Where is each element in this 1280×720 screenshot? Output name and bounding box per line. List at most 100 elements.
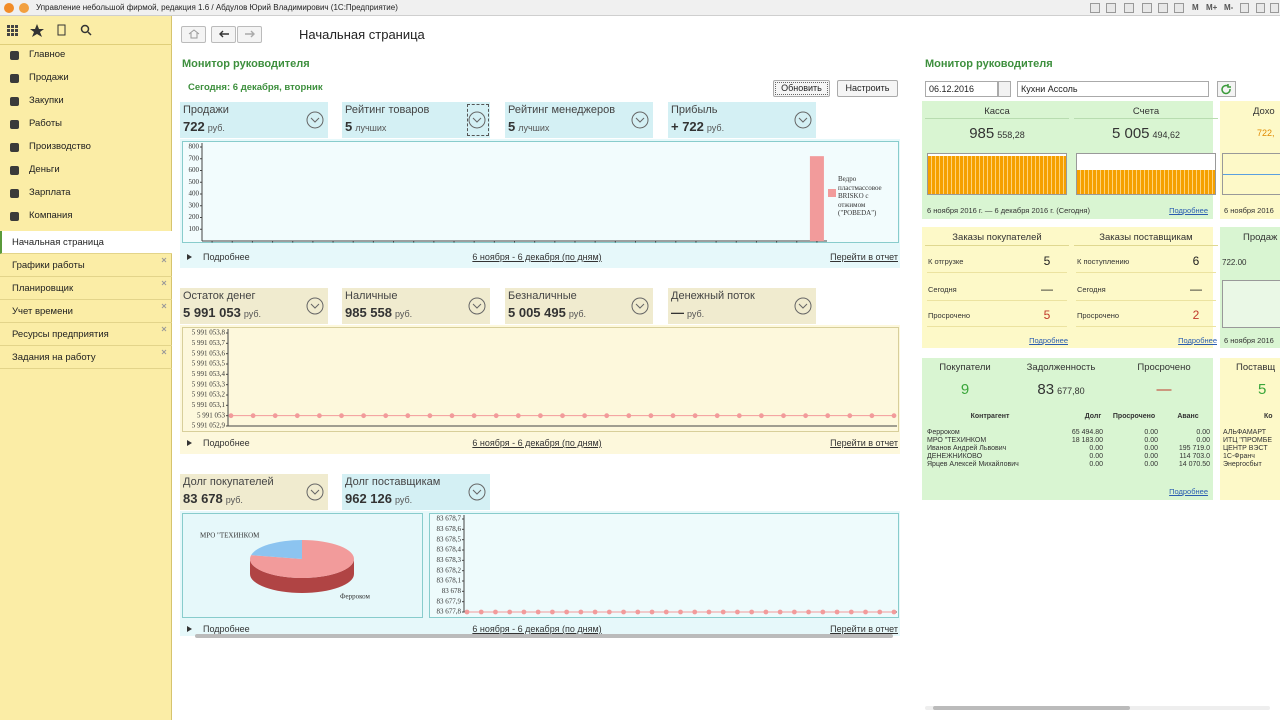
menu-circle: [468, 111, 486, 129]
button[interactable]: Настроить: [837, 80, 898, 97]
focus-frame[interactable]: [467, 104, 489, 136]
sparkline: [1222, 280, 1280, 328]
toolbar-icon[interactable]: [1106, 3, 1116, 13]
calendar-button[interactable]: [998, 81, 1011, 97]
widget-menu: [468, 111, 486, 129]
chart-debt: 83 677,8 83 677,9 83 678 83 678,1 83 678,2 83…: [437, 515, 897, 616]
tab-row[interactable]: [0, 277, 172, 300]
bar: [809, 156, 824, 241]
report-link[interactable]: Перейти в отчет: [830, 624, 898, 634]
details-link[interactable]: Подробнее: [1029, 336, 1068, 345]
widget[interactable]: Продажи 722 руб.: [180, 102, 328, 138]
y-tick-label: 83 678,7: [437, 515, 462, 523]
toolbar-icon[interactable]: [1142, 3, 1152, 13]
period-link[interactable]: 6 ноября - 6 декабря (по дням): [472, 438, 602, 448]
details-link[interactable]: Подробнее: [1169, 206, 1208, 215]
widget-value-row: — руб.: [671, 305, 704, 320]
widget[interactable]: Безналичные 5 005 495 руб.: [505, 288, 653, 324]
date-value[interactable]: 06.12.2016: [929, 84, 975, 94]
widget[interactable]: Остаток денег 5 991 053 руб.: [180, 288, 328, 324]
widget-label: Продажи: [183, 104, 229, 116]
widget[interactable]: Наличные 985 558 руб.: [342, 288, 490, 324]
tab-title[interactable]: Учет времени: [12, 306, 73, 317]
section-item[interactable]: Закупки: [29, 95, 64, 106]
toolbar-icon[interactable]: [1124, 3, 1134, 13]
refresh-icon: [1221, 84, 1231, 95]
section-item[interactable]: Компания: [29, 210, 73, 221]
tab-row[interactable]: [0, 231, 172, 254]
tab-row[interactable]: [0, 323, 172, 346]
toolbar-button[interactable]: M-: [1224, 3, 1234, 12]
amount: 5 005: [1111, 125, 1150, 142]
tab-title[interactable]: Графики работы: [12, 260, 85, 271]
date-field[interactable]: 06.12.2016: [925, 81, 998, 97]
tab-close: [161, 349, 167, 355]
card-label: Заказы покупателей: [952, 232, 1042, 243]
card-label: Заказы поставщикам: [1099, 232, 1193, 243]
widget-menu: [794, 297, 812, 315]
toolbar-icon[interactable]: [1270, 3, 1279, 13]
widget-value-row: 722 руб.: [183, 119, 225, 134]
tab-row[interactable]: [0, 254, 172, 277]
report-link[interactable]: Перейти в отчет: [830, 252, 898, 262]
details-toggle[interactable]: Подробнее: [203, 252, 250, 262]
toolbar-icon[interactable]: [1158, 3, 1168, 13]
y-tick-label: 5 991 053,1: [192, 401, 226, 409]
widget[interactable]: Рейтинг товаров 5 лучших: [342, 102, 490, 138]
y-tick-label: 200: [189, 213, 200, 221]
widget[interactable]: Долг поставщикам 962 126 руб.: [342, 474, 490, 510]
button-label[interactable]: Настроить: [845, 83, 890, 93]
nav-button-home[interactable]: [181, 26, 206, 43]
y-tick-label: 5 991 053,2: [192, 391, 226, 399]
row-value: 2: [1192, 308, 1200, 322]
company-value[interactable]: Кухни Ассоль: [1021, 84, 1078, 94]
section-item[interactable]: Производство: [29, 141, 91, 152]
expand-icon: [187, 254, 192, 260]
widget[interactable]: Прибыль + 722 руб.: [668, 102, 816, 138]
point: [863, 609, 868, 615]
section-icon: [10, 51, 19, 60]
details-link[interactable]: Подробнее: [1178, 336, 1217, 345]
widget[interactable]: Долг покупателей 83 678 руб.: [180, 474, 328, 510]
details-toggle[interactable]: Подробнее: [203, 438, 250, 448]
section-item[interactable]: Деньги: [29, 164, 60, 175]
toolbar-icon[interactable]: [1240, 3, 1249, 13]
section-item[interactable]: Зарплата: [29, 187, 71, 198]
widget-label: Рейтинг менеджеров: [508, 104, 616, 116]
menu-icon[interactable]: [19, 3, 29, 13]
toolbar-icon[interactable]: [1174, 3, 1184, 13]
refresh-button[interactable]: [1217, 81, 1236, 97]
tab-title[interactable]: Задания на работу: [12, 352, 96, 363]
toolbar-button[interactable]: M: [1192, 3, 1199, 12]
section-item[interactable]: Работы: [29, 118, 62, 129]
widget[interactable]: Рейтинг менеджеров 5 лучших: [505, 102, 653, 138]
toolbar-icon[interactable]: [1090, 3, 1100, 13]
button-label[interactable]: Обновить: [781, 83, 822, 93]
toolbar-icon[interactable]: [1256, 3, 1265, 13]
chevron: [635, 117, 645, 123]
period-link[interactable]: 6 ноября - 6 декабря (по дням): [472, 252, 602, 262]
details-link[interactable]: Подробнее: [1169, 487, 1208, 496]
h-scrollbar[interactable]: [933, 706, 1130, 710]
details-toggle[interactable]: Подробнее: [203, 624, 250, 634]
tab-title[interactable]: Ресурсы предприятия: [12, 329, 109, 340]
tab-row[interactable]: [0, 346, 172, 369]
button[interactable]: Обновить: [773, 80, 830, 97]
report-link[interactable]: Перейти в отчет: [830, 438, 898, 448]
chart-sales: 100 200 300 400 500 600 700 800: [189, 143, 836, 243]
y-tick-label: 83 678,1: [437, 577, 462, 585]
tab-title[interactable]: Планировщик: [12, 283, 74, 294]
toolbar-button[interactable]: M+: [1206, 3, 1218, 12]
widget-unit: руб.: [568, 309, 587, 319]
card-label: Счета: [1132, 106, 1160, 117]
company-field[interactable]: Кухни Ассоль: [1017, 81, 1209, 97]
cell: 0.00: [1089, 453, 1103, 460]
period-link[interactable]: 6 ноября - 6 декабря (по дням): [472, 624, 602, 634]
widget[interactable]: Денежный поток — руб.: [668, 288, 816, 324]
point: [515, 413, 521, 419]
section-item[interactable]: Главное: [29, 49, 66, 60]
tab-row[interactable]: [0, 300, 172, 323]
tab-title[interactable]: Начальная страница: [12, 237, 104, 248]
section-item[interactable]: Продажи: [29, 72, 69, 83]
